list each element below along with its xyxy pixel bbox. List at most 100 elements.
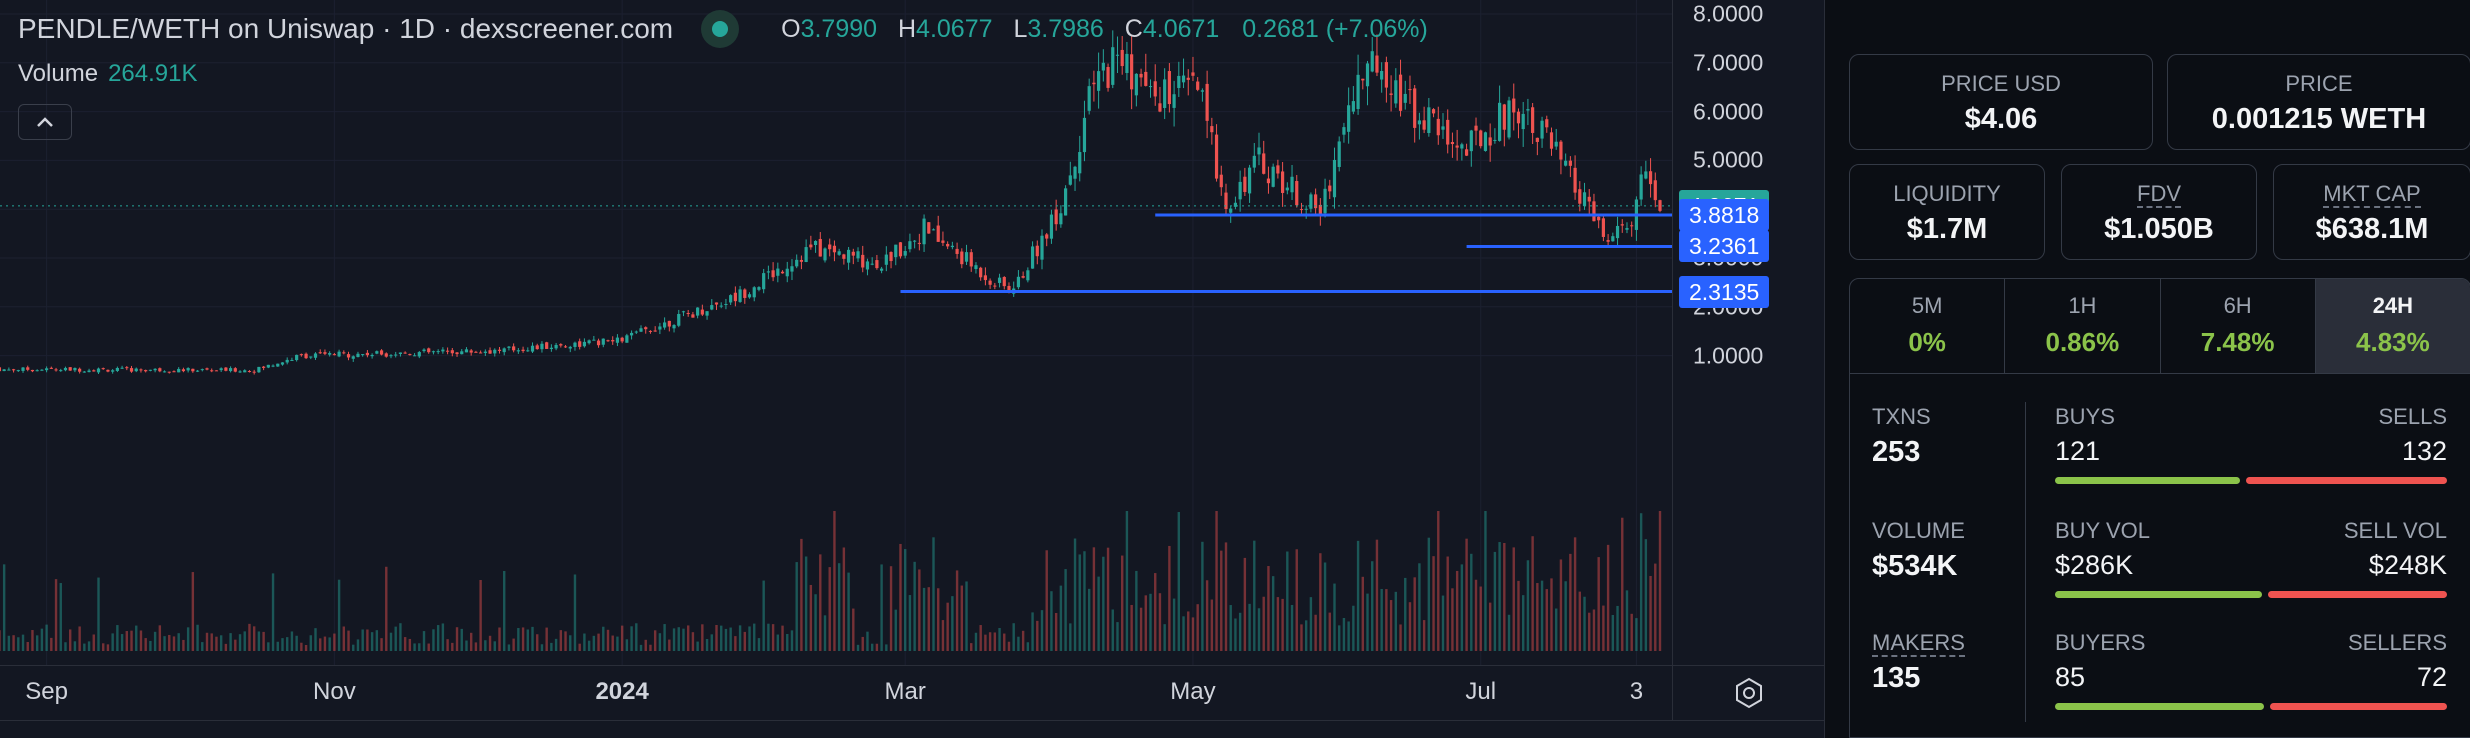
buy-volume-bar-fill [2055, 591, 2262, 598]
candle-body [1063, 188, 1068, 216]
candle-body [1427, 107, 1431, 134]
candle-body [927, 222, 931, 234]
volume-bar [347, 630, 350, 651]
candle-body [408, 354, 412, 356]
fdv-card[interactable]: FDV $1.050B [2061, 164, 2257, 260]
mkt-cap-card[interactable]: MKT CAP $638.1M [2273, 164, 2470, 260]
collapse-legend-button[interactable] [18, 104, 72, 140]
volume-bar [1036, 620, 1039, 651]
volume-bar [375, 630, 379, 651]
price-chart[interactable]: PENDLE/WETH on Uniswap · 1D · dexscreene… [0, 0, 1824, 738]
tab-24h[interactable]: 24H 4.83% [2315, 279, 2470, 373]
volume-bar [319, 638, 322, 651]
chart-settings-button[interactable] [1672, 665, 1824, 738]
candle-body [880, 268, 884, 271]
volume-bar [1606, 544, 1610, 651]
volume-bar [720, 625, 723, 651]
tab-1h[interactable]: 1H 0.86% [2005, 279, 2161, 373]
volume-bar [644, 639, 647, 651]
volume-bar [1187, 611, 1190, 651]
volume-bar [356, 639, 360, 651]
volume-bar [1168, 545, 1171, 651]
volume-bar [696, 641, 699, 651]
volume-bar [1555, 608, 1558, 651]
candle-body [1450, 142, 1455, 145]
volume-bar [885, 644, 888, 651]
candlestick-chart[interactable] [0, 0, 1672, 665]
sells-bar-fill [2245, 477, 2447, 484]
candle-body [1120, 49, 1124, 67]
volume-bar [852, 608, 855, 651]
volume-bar [1163, 624, 1166, 651]
volume-bar [40, 628, 44, 651]
volume-bar [0, 630, 1, 651]
candle-body [115, 367, 119, 371]
candle-body [87, 370, 91, 373]
volume-bar [776, 634, 780, 651]
volume-bar [1625, 590, 1629, 651]
candle-body [1606, 240, 1610, 242]
candle-body [464, 349, 469, 353]
volume-bar [625, 639, 629, 651]
candle-body [1446, 119, 1450, 145]
candle-body [931, 229, 936, 231]
candle-body [799, 259, 804, 262]
volume-bar [1569, 553, 1572, 651]
tab-6h[interactable]: 6H 7.48% [2161, 279, 2316, 373]
volume-bar [1635, 618, 1638, 651]
candle-body [167, 371, 171, 373]
candle-body [1318, 204, 1322, 217]
candle-body [677, 313, 681, 326]
volume-bar [50, 637, 53, 651]
volume-bar [17, 637, 20, 651]
volume-legend: Volume 264.91K [18, 60, 197, 88]
candle-body [1507, 100, 1511, 138]
time-axis[interactable]: Sep Nov 2024 Mar May Jul 3 [0, 665, 1672, 738]
volume-bar [323, 636, 327, 651]
volume-bar [182, 639, 185, 651]
volume-bar [1385, 589, 1388, 651]
volume-bar [1658, 511, 1662, 651]
volume-bar [814, 594, 817, 651]
candle-body [191, 368, 195, 372]
price-scale[interactable]: 8.00007.00006.00005.00004.00003.00002.00… [1672, 0, 1824, 665]
candle-body [346, 354, 351, 358]
candle-body [181, 369, 186, 372]
volume-bar [196, 624, 199, 651]
time-tick-label: May [1170, 678, 1216, 705]
price-card: PRICE 0.001215 WETH [2167, 54, 2470, 150]
candle-body [1493, 139, 1497, 141]
candle-body [691, 314, 695, 318]
live-status-dot-icon[interactable] [701, 10, 740, 48]
candle-body [45, 368, 49, 371]
candle-body [389, 355, 393, 357]
candle-body [26, 367, 30, 370]
volume-bar [1135, 570, 1138, 651]
candle-body [1521, 113, 1525, 130]
volume-bar [158, 625, 162, 651]
volume-bar [1050, 591, 1053, 651]
price-tick-label: 8.0000 [1693, 0, 1764, 27]
candle-body [280, 362, 285, 365]
candle-body [361, 354, 365, 356]
volume-bar [668, 639, 671, 651]
candle-body [1441, 126, 1445, 130]
candle-body [1181, 75, 1186, 83]
volume-bar [1253, 540, 1256, 651]
candle-body [1644, 171, 1648, 179]
tab-5m[interactable]: 5M 0% [1850, 279, 2006, 373]
candle-body [111, 370, 115, 372]
volume-bar [1144, 595, 1147, 651]
candle-body [875, 260, 879, 269]
candle-body [601, 338, 605, 345]
volume-bar [738, 625, 742, 651]
candle-body [441, 349, 445, 352]
volume-bar [1517, 580, 1520, 651]
candle-body [1186, 77, 1190, 80]
volume-bar [847, 572, 850, 651]
support-price-tag: 3.2361 [1679, 230, 1770, 263]
candle-body [526, 350, 530, 352]
volume-bar [734, 636, 737, 651]
volume-bar [139, 630, 143, 651]
volume-bar [1121, 555, 1124, 651]
